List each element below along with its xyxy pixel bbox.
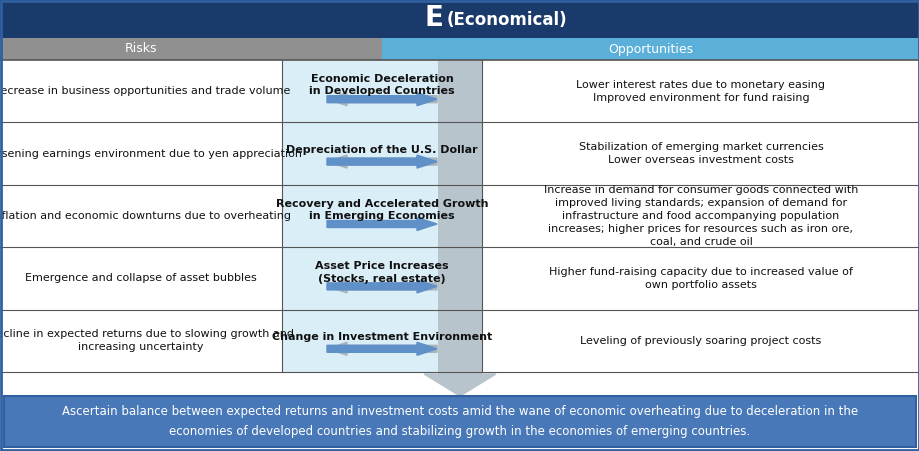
Polygon shape	[326, 280, 437, 293]
Text: Depreciation of the U.S. Dollar: Depreciation of the U.S. Dollar	[286, 145, 477, 155]
Text: Leveling of previously soaring project costs: Leveling of previously soaring project c…	[580, 336, 821, 346]
Text: Recovery and Accelerated Growth
in Emerging Economies: Recovery and Accelerated Growth in Emerg…	[276, 199, 488, 221]
Polygon shape	[326, 342, 437, 355]
Bar	[282, 60, 482, 372]
Text: Asset Price Increases
(Stocks, real estate): Asset Price Increases (Stocks, real esta…	[315, 261, 448, 284]
Text: E: E	[424, 4, 443, 32]
Text: Change in Investment Environment: Change in Investment Environment	[272, 332, 492, 342]
Bar	[0, 0, 919, 38]
Bar	[0, 38, 381, 60]
Text: Worsening earnings environment due to yen appreciation: Worsening earnings environment due to ye…	[0, 148, 301, 159]
Polygon shape	[326, 342, 437, 355]
Polygon shape	[326, 93, 437, 106]
Text: Decrease in business opportunities and trade volume: Decrease in business opportunities and t…	[0, 86, 289, 96]
Bar	[437, 60, 482, 374]
Polygon shape	[326, 155, 437, 168]
Polygon shape	[326, 280, 437, 293]
Text: Opportunities: Opportunities	[607, 42, 693, 55]
Polygon shape	[326, 93, 437, 106]
Text: Lower interest rates due to monetary easing
Improved environment for fund raisin: Lower interest rates due to monetary eas…	[576, 79, 824, 103]
Polygon shape	[326, 155, 437, 168]
Text: Decline in expected returns due to slowing growth and
increasing uncertainty: Decline in expected returns due to slowi…	[0, 329, 294, 352]
Bar	[4, 396, 915, 447]
Text: (Economical): (Economical)	[447, 11, 567, 29]
Text: Ascertain balance between expected returns and investment costs amid the wane of: Ascertain balance between expected retur…	[62, 405, 857, 437]
Text: Stabilization of emerging market currencies
Lower overseas investment costs: Stabilization of emerging market currenc…	[578, 142, 823, 165]
Polygon shape	[326, 217, 437, 230]
Text: Emergence and collapse of asset bubbles: Emergence and collapse of asset bubbles	[25, 273, 256, 283]
Bar	[381, 38, 919, 60]
Text: Risks: Risks	[125, 42, 157, 55]
Text: Inflation and economic downturns due to overheating: Inflation and economic downturns due to …	[0, 211, 290, 221]
Text: Economic Deceleration
in Developed Countries: Economic Deceleration in Developed Count…	[309, 74, 454, 97]
Text: Increase in demand for consumer goods connected with
improved living standards; : Increase in demand for consumer goods co…	[543, 184, 857, 248]
Polygon shape	[424, 374, 495, 396]
Text: Higher fund-raising capacity due to increased value of
own portfolio assets: Higher fund-raising capacity due to incr…	[549, 267, 852, 290]
